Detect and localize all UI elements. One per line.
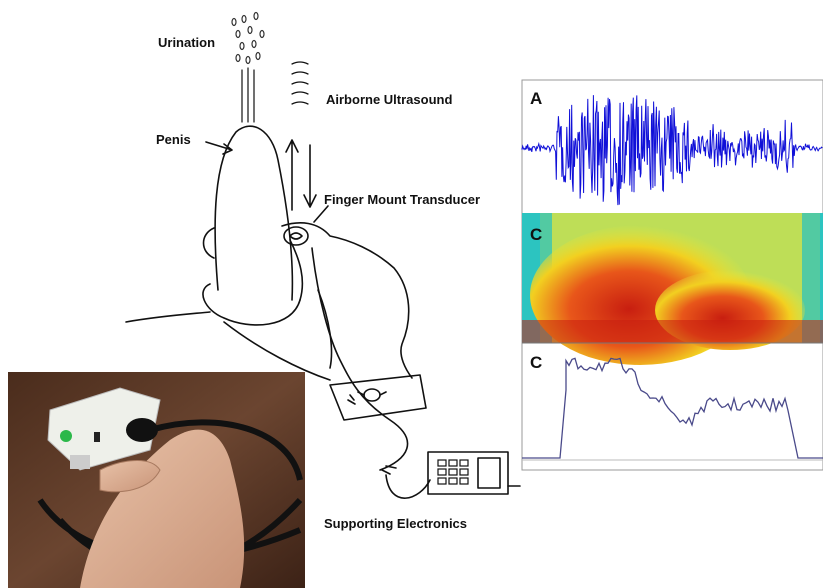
device-photo — [8, 372, 305, 588]
panel-label: C — [530, 225, 542, 244]
key — [438, 460, 446, 466]
key — [460, 478, 468, 484]
envelope-panel — [522, 358, 823, 460]
spectrogram-panel — [522, 213, 823, 365]
panel-label: A — [530, 89, 542, 108]
label-penis: Penis — [156, 132, 191, 147]
label-airborne: Airborne Ultrasound — [326, 92, 452, 107]
envelope — [522, 358, 823, 458]
key — [438, 478, 446, 484]
droplets — [232, 13, 264, 64]
key — [449, 469, 457, 475]
sound-waves — [292, 62, 308, 104]
waveform — [522, 95, 822, 205]
label-transducer: Finger Mount Transducer — [324, 192, 480, 207]
key — [460, 469, 468, 475]
key — [449, 478, 457, 484]
keypad — [438, 460, 468, 484]
label-urination: Urination — [158, 35, 215, 50]
key — [460, 460, 468, 466]
key — [438, 469, 446, 475]
key — [449, 460, 457, 466]
label-electronics: Supporting Electronics — [324, 516, 467, 531]
stream — [242, 68, 254, 122]
waveform-panel — [522, 95, 822, 205]
panel-label: C — [530, 353, 542, 372]
arrows — [206, 140, 328, 222]
figure: Urination Airborne Ultrasound Penis Fing… — [0, 0, 823, 588]
